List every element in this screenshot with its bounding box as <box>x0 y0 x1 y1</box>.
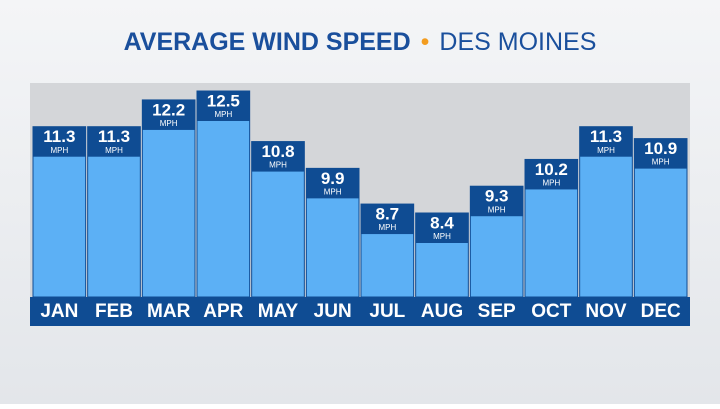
unit-label: MPH <box>488 205 506 214</box>
unit-label: MPH <box>214 110 232 119</box>
value-label-box <box>306 168 359 199</box>
x-tick-label: AUG <box>421 301 463 322</box>
value-label: 12.2 <box>152 100 185 119</box>
month-band <box>30 297 690 326</box>
value-label-box <box>197 91 250 121</box>
unit-label: MPH <box>542 179 560 188</box>
unit-label: MPH <box>597 146 615 155</box>
chart-subtitle: DES MOINES <box>439 28 596 56</box>
value-label: 11.3 <box>590 127 622 146</box>
bar <box>196 90 251 298</box>
value-label-box <box>361 204 414 235</box>
x-tick-label: SEP <box>478 301 516 322</box>
x-tick-label: FEB <box>95 301 133 322</box>
value-label: 11.3 <box>43 127 75 146</box>
value-label: 10.2 <box>535 160 568 179</box>
unit-label: MPH <box>433 232 451 241</box>
x-tick-label: JAN <box>40 301 78 322</box>
x-tick-label: APR <box>203 301 243 322</box>
value-label: 10.9 <box>644 139 677 158</box>
x-tick-label: DEC <box>641 301 681 322</box>
unit-label: MPH <box>378 223 396 232</box>
value-label-box <box>33 126 86 157</box>
value-label: 11.3 <box>98 127 130 146</box>
value-label-box <box>251 141 305 172</box>
value-label: 9.3 <box>485 187 509 206</box>
x-tick-label: JUL <box>369 301 405 322</box>
unit-label: MPH <box>652 158 670 167</box>
x-tick-label: JUN <box>314 301 352 322</box>
chart-title-line: AVERAGE WIND SPEED • DES MOINES <box>124 28 597 56</box>
x-tick-label: MAY <box>258 301 299 322</box>
unit-label: MPH <box>50 146 68 155</box>
x-tick-label: NOV <box>585 301 627 322</box>
unit-label: MPH <box>105 146 123 155</box>
value-label-box <box>579 126 633 157</box>
unit-label: MPH <box>324 187 342 196</box>
value-label-box <box>142 99 195 130</box>
separator-dot: • <box>421 28 430 56</box>
value-label: 12.5 <box>207 91 240 110</box>
chart-title: AVERAGE WIND SPEED <box>124 28 411 56</box>
value-label-box <box>525 159 578 190</box>
value-label: 8.7 <box>376 205 400 224</box>
value-label-box <box>87 126 141 157</box>
unit-label: MPH <box>269 161 287 170</box>
value-label-box <box>470 186 523 217</box>
bar <box>141 99 196 298</box>
x-tick-label: OCT <box>531 301 572 322</box>
value-label-box <box>634 138 687 169</box>
value-label: 10.8 <box>261 142 294 161</box>
value-label: 8.4 <box>430 213 454 232</box>
value-label-box <box>415 213 469 243</box>
unit-label: MPH <box>160 119 178 128</box>
value-label: 9.9 <box>321 169 345 188</box>
x-tick-label: MAR <box>147 301 191 322</box>
